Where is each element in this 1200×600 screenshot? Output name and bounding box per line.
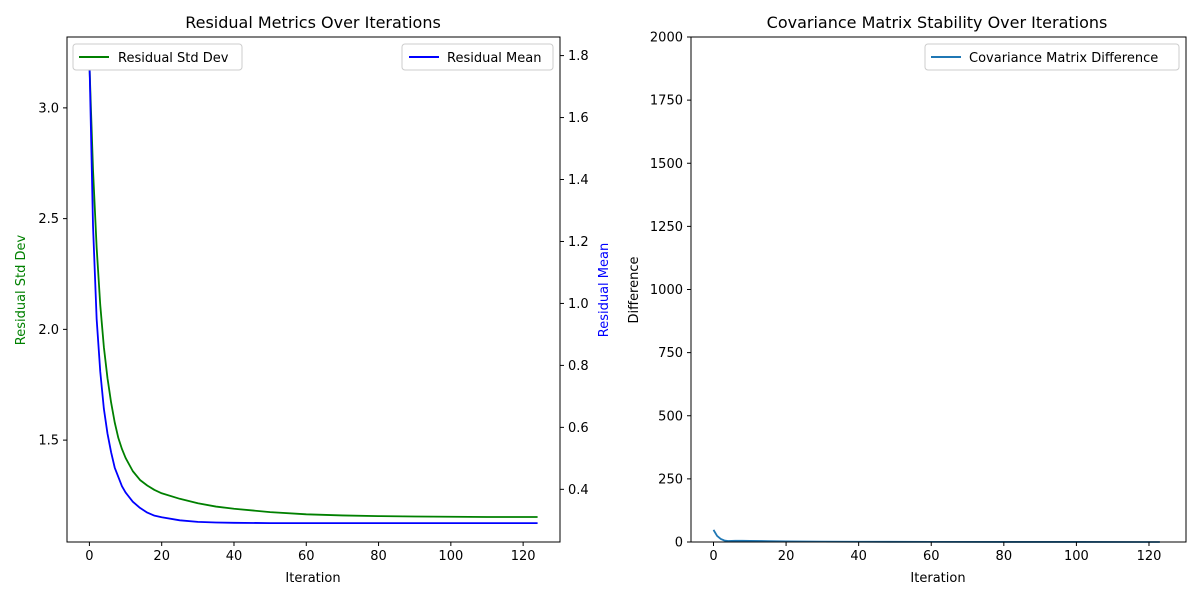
x-axis-ticks: 0 20 40 60 80 100 120: [85, 542, 536, 564]
y-right-tick-label: 0.8: [568, 359, 589, 374]
y-right-tick-label: 0.6: [568, 421, 589, 436]
y-axis-ticks-left: 1.5 2.0 2.5 3.0: [38, 101, 67, 449]
x-tick-label: 40: [850, 549, 867, 564]
x-tick-label: 0: [709, 549, 717, 564]
x-tick-label: 60: [923, 549, 940, 564]
chart-title: Covariance Matrix Stability Over Iterati…: [767, 13, 1108, 32]
y-right-tick-label: 1.2: [568, 235, 589, 250]
x-axis-label: Iteration: [285, 571, 340, 586]
residual-metrics-chart: Residual Metrics Over Iterations 0 20 40 60…: [14, 13, 612, 586]
series-line-residual-std-dev: [88, 63, 538, 518]
series-line-residual-mean: [88, 58, 538, 524]
y-tick-label: 1500: [650, 157, 683, 172]
x-tick-label: 60: [298, 549, 315, 564]
x-tick-label: 100: [1064, 549, 1089, 564]
y-right-tick-label: 1.0: [568, 297, 589, 312]
x-tick-label: 40: [226, 549, 243, 564]
y-tick-label: 250: [658, 472, 683, 487]
legend-frame: [924, 43, 1180, 71]
y-tick-label: 1000: [650, 283, 683, 298]
legend-frame: [72, 43, 243, 71]
legend: Covariance Matrix Difference: [924, 43, 1180, 71]
legend-label-std-dev: Residual Std Dev: [118, 51, 229, 66]
legend-right: Residual Mean: [401, 43, 554, 71]
legend-frame: [401, 43, 554, 71]
y-tick-label: 2.0: [38, 323, 59, 338]
x-tick-label: 120: [511, 549, 536, 564]
y-tick-label: 1.5: [38, 434, 59, 449]
y-right-tick-label: 1.4: [568, 173, 589, 188]
plot-frame: [690, 36, 1187, 543]
legend-label-covariance: Covariance Matrix Difference: [969, 51, 1158, 66]
y-axis-label: Difference: [627, 256, 642, 323]
x-tick-label: 20: [778, 549, 795, 564]
x-axis-label: Iteration: [910, 571, 965, 586]
chart-title: Residual Metrics Over Iterations: [185, 13, 441, 32]
y-right-tick-label: 0.4: [568, 483, 589, 498]
y-tick-label: 500: [658, 409, 683, 424]
x-tick-label: 120: [1137, 549, 1162, 564]
y-tick-label: 1250: [650, 220, 683, 235]
y-tick-label: 0: [675, 536, 683, 551]
x-axis-ticks: 0 20 40 60 80 100 120: [709, 542, 1161, 564]
y-axis-label-right: Residual Mean: [597, 243, 612, 337]
y-axis-ticks-left: 0 250 500 750 1000 1250 1500 1750 2000: [650, 31, 691, 551]
x-tick-label: 100: [438, 549, 463, 564]
y-tick-label: 2.5: [38, 212, 59, 227]
x-tick-label: 20: [153, 549, 170, 564]
y-tick-label: 2000: [650, 31, 683, 46]
y-tick-label: 1750: [650, 94, 683, 109]
y-right-tick-label: 1.8: [568, 49, 589, 64]
plot-frame: [66, 36, 561, 543]
x-tick-label: 0: [85, 549, 93, 564]
legend-label-mean: Residual Mean: [447, 51, 541, 66]
x-tick-label: 80: [996, 549, 1013, 564]
legend-left: Residual Std Dev: [72, 43, 243, 71]
y-axis-label-left: Residual Std Dev: [14, 234, 29, 345]
x-tick-label: 80: [370, 549, 387, 564]
y-tick-label: 3.0: [38, 101, 59, 116]
y-tick-label: 750: [658, 346, 683, 361]
covariance-stability-chart: Covariance Matrix Stability Over Iterati…: [627, 13, 1187, 586]
y-axis-ticks-right: 0.4 0.6 0.8 1.0 1.2 1.4 1.6 1.8: [560, 49, 589, 498]
plot-lines: [88, 58, 538, 524]
y-right-tick-label: 1.6: [568, 111, 589, 126]
